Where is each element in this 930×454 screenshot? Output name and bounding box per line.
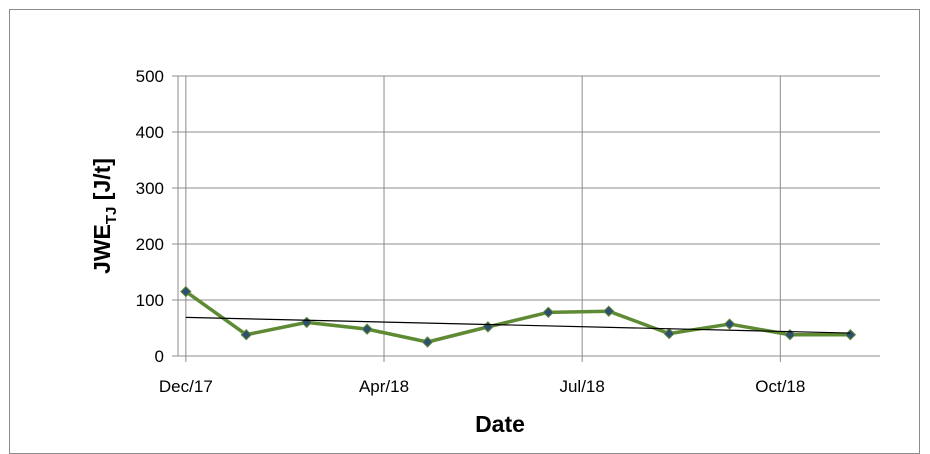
x-tick-label: Oct/18 — [755, 377, 805, 396]
y-tick-label: 300 — [136, 179, 164, 198]
y-title-sub: TJ — [103, 207, 120, 225]
y-axis-title: JWETJ [J/t] — [89, 158, 120, 274]
y-tick-label: 200 — [136, 235, 164, 254]
y-tick-label: 0 — [155, 347, 164, 366]
trend-line — [185, 316, 851, 334]
x-tick-label: Dec/17 — [159, 377, 213, 396]
y-tick-label: 100 — [136, 291, 164, 310]
data-point — [361, 323, 373, 335]
chart-border — [9, 9, 920, 454]
data-point — [663, 327, 675, 340]
y-title-main: JWE — [89, 224, 115, 274]
data-point — [240, 329, 252, 341]
data-point — [603, 305, 615, 317]
y-tick-label: 400 — [136, 123, 164, 142]
y-title-unit: [J/t] — [89, 158, 115, 207]
data-point — [542, 306, 555, 319]
x-axis-title: Date — [475, 411, 525, 437]
data-point — [421, 336, 434, 348]
x-tick-label: Apr/18 — [359, 377, 409, 396]
data-point — [723, 318, 736, 330]
data-line — [184, 290, 851, 344]
data-point — [180, 285, 192, 298]
y-tick-label: 500 — [136, 67, 164, 86]
x-tick-label: Jul/18 — [559, 377, 604, 396]
